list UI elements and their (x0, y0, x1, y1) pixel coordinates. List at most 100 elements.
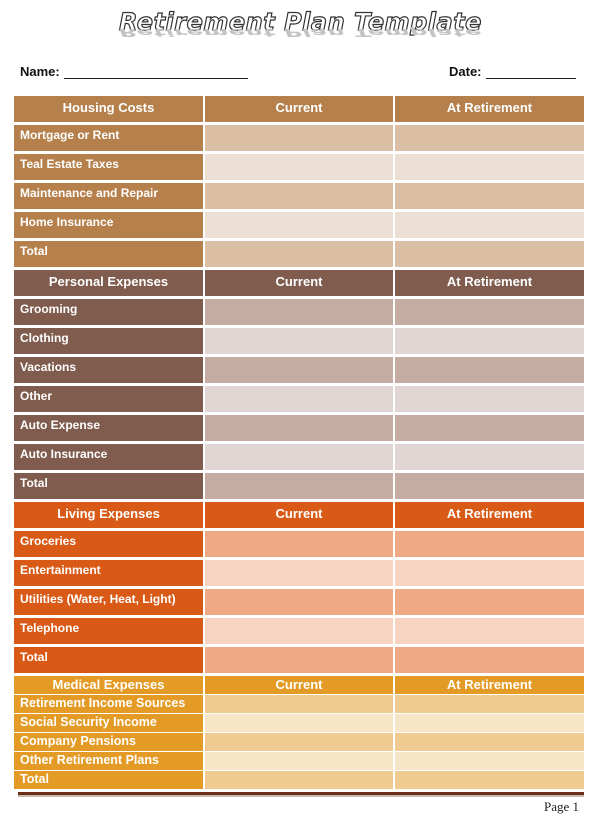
row-label: Other Retirement Plans (14, 752, 203, 770)
row-label: Mortgage or Rent (14, 125, 203, 151)
table-row: Other (14, 386, 584, 412)
input-cell-current[interactable] (205, 444, 393, 470)
input-cell-current[interactable] (205, 154, 393, 180)
input-cell-current[interactable] (205, 241, 393, 267)
row-label: Total (14, 473, 203, 499)
input-cell-current[interactable] (205, 589, 393, 615)
input-cell-at-retirement[interactable] (395, 212, 584, 238)
section-header-row: Housing Costs Current At Retirement (14, 96, 584, 122)
name-label: Name: (20, 64, 60, 79)
name-field[interactable]: Name: (20, 64, 248, 79)
table-row: Clothing (14, 328, 584, 354)
column-header-at-retirement: At Retirement (395, 270, 584, 296)
footer-divider (18, 792, 584, 795)
table-row: Total (14, 771, 584, 789)
table-row: Teal Estate Taxes (14, 154, 584, 180)
row-label: Total (14, 771, 203, 789)
input-cell-current[interactable] (205, 560, 393, 586)
input-cell-current[interactable] (205, 328, 393, 354)
input-cell-at-retirement[interactable] (395, 299, 584, 325)
row-label: Groceries (14, 531, 203, 557)
input-cell-at-retirement[interactable] (395, 589, 584, 615)
date-blank-line[interactable] (485, 65, 576, 79)
input-cell-current[interactable] (205, 752, 393, 770)
input-cell-at-retirement[interactable] (395, 618, 584, 644)
row-label: Home Insurance (14, 212, 203, 238)
row-label: Utilities (Water, Heat, Light) (14, 589, 203, 615)
input-cell-current[interactable] (205, 212, 393, 238)
input-cell-current[interactable] (205, 125, 393, 151)
row-label: Total (14, 241, 203, 267)
page-number: Page 1 (543, 799, 579, 814)
date-field[interactable]: Date: (449, 64, 576, 79)
section-medical-expenses: Medical Expenses Current At Retirement Reti… (14, 676, 584, 789)
input-cell-at-retirement[interactable] (395, 415, 584, 441)
input-cell-at-retirement[interactable] (395, 125, 584, 151)
input-cell-current[interactable] (205, 531, 393, 557)
input-cell-at-retirement[interactable] (395, 714, 584, 732)
input-cell-current[interactable] (205, 357, 393, 383)
input-cell-at-retirement[interactable] (395, 183, 584, 209)
input-cell-current[interactable] (205, 415, 393, 441)
row-label: Company Pensions (14, 733, 203, 751)
input-cell-at-retirement[interactable] (395, 733, 584, 751)
input-cell-at-retirement[interactable] (395, 647, 584, 673)
table-row: Maintenance and Repair (14, 183, 584, 209)
input-cell-at-retirement[interactable] (395, 357, 584, 383)
table-row: Retirement Income Sources (14, 695, 584, 713)
input-cell-at-retirement[interactable] (395, 473, 584, 499)
input-cell-current[interactable] (205, 695, 393, 713)
input-cell-at-retirement[interactable] (395, 560, 584, 586)
input-cell-at-retirement[interactable] (395, 328, 584, 354)
column-header-current: Current (205, 270, 393, 296)
input-cell-current[interactable] (205, 733, 393, 751)
row-label: Auto Insurance (14, 444, 203, 470)
column-header-current: Current (205, 502, 393, 528)
section-header-row: Medical Expenses Current At Retirement (14, 676, 584, 694)
row-label: Vacations (14, 357, 203, 383)
input-cell-current[interactable] (205, 647, 393, 673)
table-row: Telephone (14, 618, 584, 644)
input-cell-at-retirement[interactable] (395, 531, 584, 557)
table-row: Mortgage or Rent (14, 125, 584, 151)
row-label: Auto Expense (14, 415, 203, 441)
column-header-current: Current (205, 676, 393, 694)
column-header-at-retirement: At Retirement (395, 676, 584, 694)
table-row: Grooming (14, 299, 584, 325)
input-cell-current[interactable] (205, 714, 393, 732)
table-row: Company Pensions (14, 733, 584, 751)
table-row: Home Insurance (14, 212, 584, 238)
section-personal-expenses: Personal Expenses Current At Retirement Gro… (14, 270, 584, 499)
row-label: Entertainment (14, 560, 203, 586)
section-title: Medical Expenses (14, 676, 203, 694)
column-header-current: Current (205, 96, 393, 122)
input-cell-current[interactable] (205, 771, 393, 789)
input-cell-at-retirement[interactable] (395, 771, 584, 789)
input-cell-at-retirement[interactable] (395, 752, 584, 770)
table-row: Total (14, 647, 584, 673)
input-cell-current[interactable] (205, 618, 393, 644)
row-label: Telephone (14, 618, 203, 644)
input-cell-current[interactable] (205, 183, 393, 209)
input-cell-current[interactable] (205, 386, 393, 412)
section-title: Personal Expenses (14, 270, 203, 296)
input-cell-at-retirement[interactable] (395, 386, 584, 412)
name-blank-line[interactable] (63, 65, 248, 79)
document-title: Retirement Plan Template (118, 7, 482, 36)
section-living-expenses: Living Expenses Current At Retirement Groce… (14, 502, 584, 673)
table-row: Auto Insurance (14, 444, 584, 470)
row-label: Total (14, 647, 203, 673)
input-cell-current[interactable] (205, 299, 393, 325)
retirement-plan-table: Housing Costs Current At Retirement Mortgag… (14, 96, 584, 790)
input-cell-at-retirement[interactable] (395, 241, 584, 267)
row-label: Teal Estate Taxes (14, 154, 203, 180)
input-cell-at-retirement[interactable] (395, 695, 584, 713)
input-cell-at-retirement[interactable] (395, 444, 584, 470)
section-housing-costs: Housing Costs Current At Retirement Mortgag… (14, 96, 584, 267)
input-cell-current[interactable] (205, 473, 393, 499)
row-label: Clothing (14, 328, 203, 354)
row-label: Maintenance and Repair (14, 183, 203, 209)
title-reflection: Retirement Plan Template (119, 26, 482, 39)
input-cell-at-retirement[interactable] (395, 154, 584, 180)
row-label: Grooming (14, 299, 203, 325)
